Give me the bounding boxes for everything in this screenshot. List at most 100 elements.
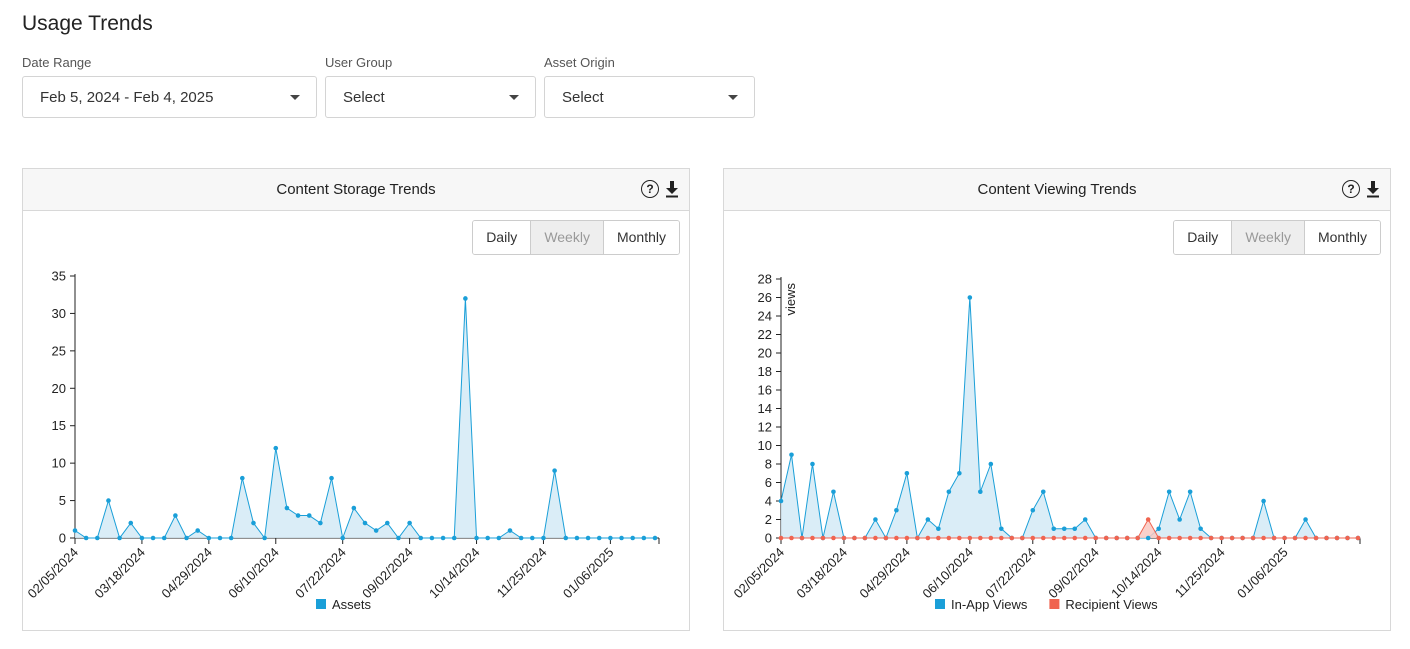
monthly-toggle-button[interactable]: Monthly	[603, 221, 679, 254]
data-point	[789, 535, 794, 541]
data-point	[1145, 535, 1151, 541]
data-point	[873, 535, 878, 541]
y-tick-label: 14	[758, 401, 772, 416]
data-point	[1250, 535, 1256, 541]
x-tick-label: 09/02/2024	[1045, 545, 1102, 602]
data-point	[820, 535, 826, 541]
chevron-down-icon	[728, 95, 738, 100]
data-point	[630, 535, 635, 541]
date-range-select[interactable]: Feb 5, 2024 - Feb 4, 2025	[22, 76, 317, 118]
data-point	[262, 535, 267, 541]
y-tick-label: 2	[765, 512, 772, 527]
data-point	[1156, 526, 1161, 532]
x-tick-label: 01/06/2025	[560, 545, 617, 602]
data-point	[652, 535, 658, 541]
y-tick-label: 25	[52, 343, 66, 358]
data-point	[1187, 535, 1193, 541]
data-point	[946, 489, 952, 495]
data-point	[936, 526, 941, 532]
data-point	[217, 535, 223, 541]
data-point	[295, 513, 301, 518]
help-circle-icon[interactable]: ?	[641, 180, 659, 198]
data-point	[195, 528, 200, 533]
data-point	[1072, 526, 1078, 532]
y-tick-label: 10	[52, 456, 66, 471]
data-point	[1334, 535, 1340, 541]
weekly-toggle-button[interactable]: Weekly	[1232, 221, 1305, 254]
data-point	[574, 535, 580, 541]
data-point	[778, 498, 784, 504]
data-point	[474, 535, 479, 541]
data-point	[641, 535, 647, 541]
monthly-toggle-button[interactable]: Monthly	[1304, 221, 1380, 254]
x-tick-label: 01/06/2025	[1234, 545, 1291, 602]
panel-header: Content Viewing Trends ?	[724, 169, 1390, 211]
data-point	[925, 535, 931, 541]
data-point	[1219, 535, 1224, 541]
data-point	[1166, 535, 1172, 541]
download-icon[interactable]	[665, 180, 679, 198]
daily-toggle-button[interactable]: Daily	[1174, 221, 1233, 254]
data-point	[1156, 535, 1161, 541]
data-point	[862, 535, 868, 541]
data-point	[306, 513, 312, 518]
data-point	[810, 461, 815, 467]
x-tick-label: 11/25/2024	[494, 545, 550, 601]
data-point	[1198, 526, 1203, 532]
date-range-value: Feb 5, 2024 - Feb 4, 2025	[40, 88, 214, 106]
help-circle-icon[interactable]: ?	[1342, 180, 1360, 198]
y-tick-label: 16	[758, 383, 772, 398]
user-group-filter: User Group Select	[325, 55, 536, 118]
data-point	[1313, 535, 1319, 541]
data-point	[463, 296, 468, 301]
data-point	[385, 520, 390, 526]
series-line	[780, 297, 1358, 540]
data-point	[1040, 535, 1046, 541]
data-point	[936, 535, 941, 541]
data-point	[894, 535, 899, 541]
y-tick-label: 10	[758, 438, 772, 453]
x-tick-label: 11/25/2024	[1172, 545, 1228, 601]
data-point	[373, 528, 379, 533]
x-tick-label: 04/29/2024	[856, 545, 913, 602]
y-tick-label: 18	[758, 364, 772, 379]
content-viewing-panel: Content Viewing Trends ? Daily Weekly Mo…	[723, 168, 1391, 631]
data-point	[1177, 517, 1182, 522]
data-point	[988, 535, 994, 541]
asset-origin-select[interactable]: Select	[544, 76, 755, 118]
data-point	[1166, 489, 1172, 495]
legend-swatch	[316, 599, 326, 609]
data-point	[585, 535, 591, 541]
data-point	[161, 535, 167, 541]
data-point	[530, 535, 535, 541]
asset-origin-filter: Asset Origin Select	[544, 55, 755, 118]
data-point	[1061, 535, 1067, 541]
legend-label: Assets	[332, 597, 372, 612]
data-point	[1177, 535, 1182, 541]
legend-label: In-App Views	[951, 597, 1028, 612]
data-point	[883, 535, 889, 541]
data-point	[318, 520, 323, 526]
user-group-select[interactable]: Select	[325, 76, 536, 118]
content-storage-chart: 0 5 10 15 20 25 30 35 02/05/2024 03/18/2024 04/29/…	[24, 269, 660, 612]
data-point	[799, 535, 805, 541]
data-point	[83, 535, 89, 541]
data-point	[1072, 535, 1078, 541]
download-icon[interactable]	[1366, 180, 1380, 198]
panel-title: Content Viewing Trends	[977, 181, 1137, 198]
y-tick-label: 0	[765, 531, 772, 546]
data-point	[873, 517, 878, 522]
panel-header: Content Storage Trends ?	[23, 169, 689, 211]
data-point	[1135, 535, 1140, 541]
y-tick-label: 26	[758, 290, 772, 305]
data-point	[810, 535, 815, 541]
data-point	[240, 475, 245, 481]
y-tick-label: 5	[59, 493, 66, 508]
asset-origin-label: Asset Origin	[544, 55, 615, 70]
data-point	[967, 535, 973, 541]
data-point	[362, 520, 368, 526]
weekly-toggle-button[interactable]: Weekly	[531, 221, 604, 254]
y-tick-label: 22	[758, 327, 772, 342]
daily-toggle-button[interactable]: Daily	[473, 221, 532, 254]
y-tick-label: 6	[765, 475, 772, 490]
